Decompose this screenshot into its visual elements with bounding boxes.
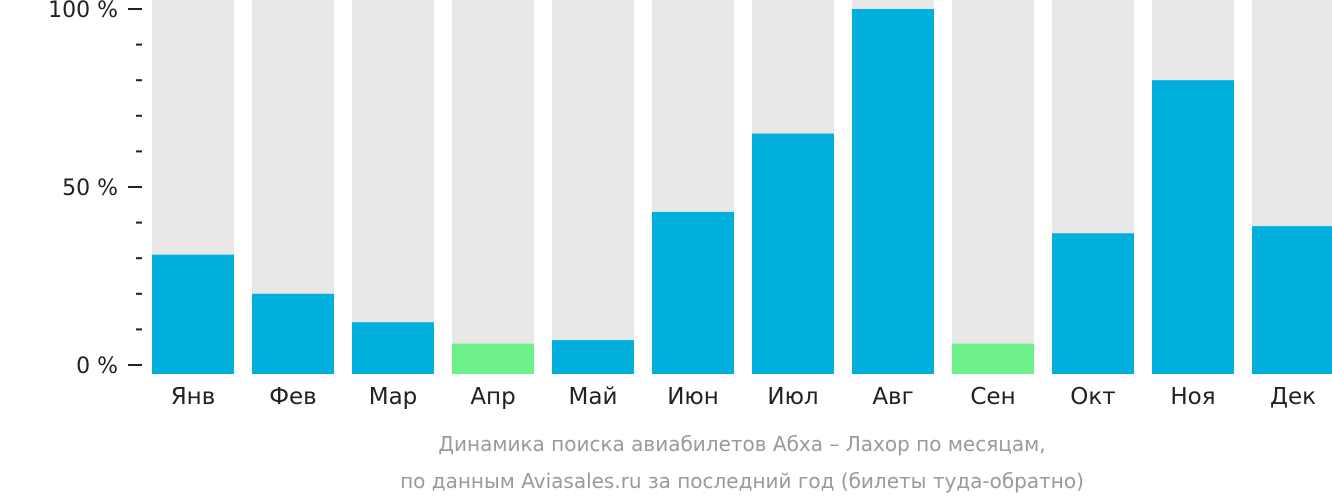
bar-10	[1052, 233, 1134, 374]
x-category-label: Авг	[872, 384, 913, 410]
x-category-label: Май	[569, 384, 618, 410]
x-category-label: Окт	[1070, 384, 1115, 410]
bar-5	[552, 340, 634, 374]
x-category-label: Июл	[767, 384, 818, 410]
bars	[152, 0, 1332, 374]
y-tick-label: 100 %	[48, 0, 118, 23]
y-tick-label: 0 %	[76, 354, 118, 379]
bar-1	[152, 254, 234, 374]
x-category-label: Янв	[171, 384, 216, 410]
bar-11	[1152, 80, 1234, 374]
bar-6	[652, 211, 734, 374]
chart-caption-line-1: Динамика поиска авиабилетов Абха – Лахор…	[438, 432, 1045, 456]
x-category-label: Ноя	[1170, 384, 1215, 410]
x-category-label: Фев	[269, 384, 317, 410]
x-category-label: Дек	[1270, 384, 1316, 410]
bar-12	[1252, 226, 1332, 374]
bar-background	[352, 0, 434, 374]
x-category-label: Апр	[470, 384, 515, 410]
bar-4	[452, 343, 534, 374]
bar-7	[752, 133, 834, 374]
x-category-label: Июн	[667, 384, 719, 410]
bar-9	[952, 343, 1034, 374]
bar-background	[552, 0, 634, 374]
bar-2	[252, 293, 334, 374]
x-axis-labels: Янв Фев Мар Апр Май Июн Июл Авг Сен Окт Ноя Дек	[171, 384, 1316, 410]
y-tick-label: 50 %	[62, 176, 118, 201]
chart-caption-line-2: по данным Aviasales.ru за последний год …	[400, 469, 1084, 493]
x-category-label: Мар	[369, 384, 418, 410]
x-category-label: Сен	[970, 384, 1015, 410]
bar-background	[952, 0, 1034, 374]
bar-8	[852, 9, 934, 374]
bar-background	[452, 0, 534, 374]
bar-3	[352, 322, 434, 374]
y-axis: 0 % 50 % 100 %	[48, 0, 142, 379]
